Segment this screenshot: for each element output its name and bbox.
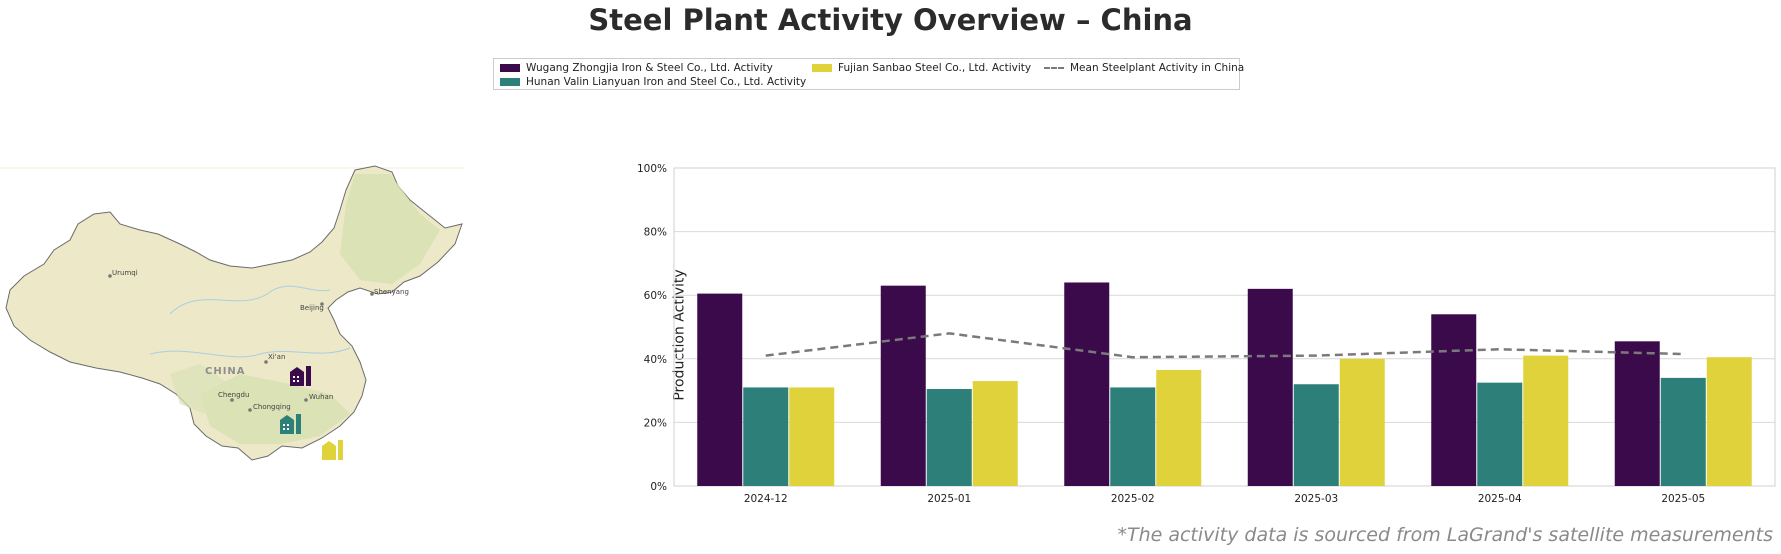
y-tick-label: 80% — [644, 227, 667, 239]
city-dot-shenyang — [370, 292, 374, 296]
river-yellow — [169, 285, 331, 315]
forest-northeast — [340, 174, 440, 284]
x-tick-label: 2025-01 — [927, 493, 971, 505]
y-tick-label: 100% — [637, 163, 667, 175]
forest-south — [200, 374, 350, 444]
river-yangtze — [149, 347, 351, 358]
x-tick-label: 2025-05 — [1661, 493, 1705, 505]
city-dot-urumqi — [108, 274, 112, 278]
city-dot-xian — [264, 360, 268, 364]
bar-2025-05-1 — [1660, 377, 1706, 486]
legend-swatch-hunan-valin — [500, 78, 520, 86]
bar-2025-03-0 — [1247, 288, 1293, 486]
x-tick-label: 2024-12 — [744, 493, 788, 505]
city-label-xian: Xi'an — [268, 353, 285, 361]
city-dot-chengdu — [230, 398, 234, 402]
city-dot-beijing — [320, 302, 324, 306]
factory-icon-fujian-sanbao — [322, 440, 343, 460]
city-label-beijing: Beijing — [300, 304, 324, 312]
bar-2025-01-1 — [926, 389, 972, 486]
legend-swatch-mean — [1044, 67, 1064, 69]
city-label-shenyang: Shenyang — [374, 288, 409, 296]
china-map: Urumqi Beijing Shenyang Xi'an Chengdu Ch… — [0, 164, 470, 494]
x-tick-label: 2025-03 — [1294, 493, 1338, 505]
y-tick-label: 40% — [644, 354, 667, 366]
city-dot-chongqing — [248, 408, 252, 412]
bar-2025-03-2 — [1339, 358, 1385, 486]
bar-2025-02-1 — [1110, 387, 1156, 486]
y-tick-label: 60% — [644, 290, 667, 302]
bar-2025-04-1 — [1477, 382, 1523, 486]
bar-2025-05-2 — [1706, 357, 1752, 486]
bar-chart-svg: 0% 20% 40% 60% 80% 100% 2024-12 2025-01 2025-02 2… — [637, 163, 1776, 505]
legend-swatch-wugang — [500, 64, 520, 72]
bar-2025-01-2 — [972, 381, 1018, 486]
legend-item-mean: Mean Steelplant Activity in China — [1044, 62, 1244, 74]
bar-2025-04-0 — [1431, 314, 1477, 486]
legend-item-fujian-sanbao: Fujian Sanbao Steel Co., Ltd. Activity — [812, 62, 1031, 74]
footnote: *The activity data is sourced from LaGra… — [1117, 524, 1773, 546]
forest-southwest — [170, 364, 230, 414]
city-label-urumqi: Urumqi — [112, 269, 138, 277]
city-label-chongqing: Chongqing — [253, 403, 291, 411]
city-label-chengdu: Chengdu — [218, 391, 249, 399]
plot-frame — [673, 167, 1776, 487]
legend-label-hunan-valin: Hunan Valin Lianyuan Iron and Steel Co.,… — [526, 76, 807, 88]
country-label: CHINA — [205, 366, 246, 377]
bar-2025-04-2 — [1523, 355, 1569, 486]
page-title: Steel Plant Activity Overview – China — [588, 3, 1193, 37]
bar-2025-02-0 — [1064, 282, 1110, 486]
legend-item-hunan-valin: Hunan Valin Lianyuan Iron and Steel Co.,… — [500, 76, 806, 88]
legend-item-wugang: Wugang Zhongjia Iron & Steel Co., Ltd. A… — [500, 62, 773, 74]
bar-2025-02-2 — [1156, 369, 1202, 486]
bar-2024-12-1 — [743, 387, 789, 486]
legend-swatch-fujian-sanbao — [812, 64, 832, 72]
x-tick-label: 2025-04 — [1478, 493, 1522, 505]
bar-2024-12-0 — [697, 293, 743, 486]
mean-activity-line — [765, 332, 1684, 359]
y-tick-label: 20% — [644, 417, 667, 429]
factory-icon-wugang — [290, 366, 311, 386]
city-label-wuhan: Wuhan — [309, 393, 333, 401]
bar-chart: 0% 20% 40% 60% 80% 100% 2024-12 2025-01 2025-02 2… — [600, 150, 1781, 520]
bar-2025-05-0 — [1614, 341, 1660, 486]
city-dot-wuhan — [304, 398, 308, 402]
chart-legend: Wugang Zhongjia Iron & Steel Co., Ltd. A… — [493, 58, 1244, 90]
legend-label-mean: Mean Steelplant Activity in China — [1070, 62, 1245, 74]
factory-icon-hunan-valin — [280, 414, 301, 434]
x-tick-label: 2025-02 — [1111, 493, 1155, 505]
legend-label-wugang: Wugang Zhongjia Iron & Steel Co., Ltd. A… — [526, 62, 773, 74]
bar-2024-12-2 — [789, 387, 835, 486]
china-map-svg: Urumqi Beijing Shenyang Xi'an Chengdu Ch… — [0, 165, 465, 461]
y-tick-label: 0% — [650, 481, 667, 493]
legend-label-fujian-sanbao: Fujian Sanbao Steel Co., Ltd. Activity — [838, 62, 1032, 74]
bar-2025-01-0 — [880, 285, 926, 486]
bar-2025-03-1 — [1293, 384, 1339, 486]
